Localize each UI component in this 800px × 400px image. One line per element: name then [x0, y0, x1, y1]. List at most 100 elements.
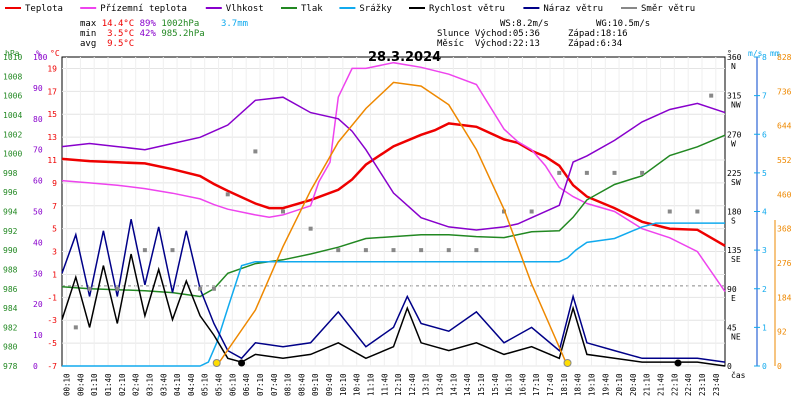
pct-tick-label: 90	[33, 84, 43, 93]
pct-tick-label: 10	[33, 331, 43, 340]
dir-tick-label: SE	[731, 255, 741, 264]
pct-tick-label: 60	[33, 177, 43, 186]
time-tick-label: 21:10	[643, 373, 652, 396]
c-tick-label: 1	[52, 270, 57, 279]
legend-label: Přízemní teplota	[100, 4, 187, 14]
wind-direction-point	[446, 248, 451, 253]
deg-tick-label: 45	[727, 323, 737, 332]
c-unit-label: °C	[50, 49, 60, 58]
time-tick-label: 00:40	[76, 373, 85, 396]
wm-tick-label: 552	[777, 156, 792, 165]
wm-tick-label: 276	[777, 259, 792, 268]
wind-direction-point	[170, 248, 175, 253]
info-moon-set: Západ:6:34	[568, 39, 623, 49]
pct-tick-label: 20	[33, 300, 43, 309]
info-moon-rise: Měsíc Východ:22:13	[437, 39, 540, 49]
stats-avg: avg 9.5°C	[80, 39, 134, 49]
legend-label: Vlhkost	[226, 4, 264, 14]
time-tick-label: 08:40	[297, 373, 306, 396]
wm-tick-label: 736	[777, 87, 792, 96]
time-tick-label: 09:10	[311, 373, 320, 396]
wm-tick-label: 184	[777, 293, 792, 302]
wind-direction-point	[363, 248, 368, 253]
series-line	[61, 219, 726, 363]
wind-direction-point	[308, 226, 313, 231]
plot-area	[61, 56, 726, 367]
legend-label: Rychlost větru	[429, 4, 505, 14]
time-tick-label: 12:10	[394, 373, 403, 396]
c-tick-label: 5	[52, 225, 57, 234]
legend-label: Náraz větru	[543, 4, 603, 14]
series-line	[62, 222, 725, 367]
hpa-tick-label: 992	[3, 227, 18, 236]
time-tick-label: 07:40	[270, 373, 279, 396]
time-tick-label: 22:40	[684, 373, 693, 396]
wind-direction-point	[253, 149, 258, 154]
stats-min-label: min	[80, 29, 97, 39]
pct-tick-label: 30	[33, 269, 43, 278]
stats-max-rain: 3.7mm	[220, 19, 249, 29]
stats-avg-label: avg	[80, 39, 97, 49]
time-tick-label: 14:10	[449, 373, 458, 396]
time-tick-label: 16:10	[505, 373, 514, 396]
time-tick-label: 02:40	[132, 373, 141, 396]
time-tick-label: 01:10	[90, 373, 99, 396]
wind-direction-point	[142, 248, 147, 253]
wind-direction-point	[87, 286, 92, 291]
hpa-tick-label: 1008	[3, 72, 22, 81]
time-tick-label: 15:10	[477, 373, 486, 396]
deg-tick-label: 135	[727, 246, 742, 255]
ms-tick-label: 6	[762, 130, 767, 139]
hpa-unit-label: hPa	[5, 49, 20, 58]
c-tick-label: 3	[52, 248, 57, 257]
c-tick-label: -3	[47, 316, 57, 325]
pct-unit-label: %	[36, 49, 41, 58]
deg-tick-label: 180	[727, 208, 742, 217]
ms-tick-label: 4	[762, 208, 767, 217]
time-tick-label: 13:10	[422, 373, 431, 396]
deg-tick-label: 315	[727, 92, 742, 101]
c-tick-label: 9	[52, 179, 57, 188]
wm-tick-label: 0	[777, 362, 782, 371]
c-tick-label: 13	[47, 133, 57, 142]
time-tick-label: 05:40	[215, 373, 224, 396]
c-tick-label: -5	[47, 339, 57, 348]
pct-tick-label: 40	[33, 238, 43, 247]
wind-direction-point	[584, 170, 589, 175]
time-tick-label: 03:40	[159, 373, 168, 396]
c-tick-label: 11	[47, 156, 57, 165]
stats-min-press: 985.2hPa	[161, 29, 205, 39]
hpa-tick-label: 980	[3, 343, 18, 352]
time-tick-label: 13:40	[436, 373, 445, 396]
stats-max-hum: 89%	[139, 19, 156, 29]
info-ws: WS:8.2m/s	[500, 19, 549, 29]
hpa-tick-label: 1004	[3, 111, 22, 120]
time-tick-label: 12:40	[408, 373, 417, 396]
time-tick-label: 08:10	[284, 373, 293, 396]
stats-min-hum: 42%	[139, 29, 156, 39]
pct-tick-label: 80	[33, 115, 43, 124]
time-tick-label: 14:40	[463, 373, 472, 396]
wind-direction-point	[115, 286, 120, 291]
c-tick-label: -7	[47, 362, 57, 371]
moon-marker	[238, 359, 246, 367]
time-tick-label: 10:10	[339, 373, 348, 396]
hpa-tick-label: 990	[3, 246, 18, 255]
c-tick-label: 15	[47, 110, 57, 119]
wind-direction-point	[419, 248, 424, 253]
wind-direction-point	[667, 209, 672, 214]
hpa-tick-label: 998	[3, 169, 18, 178]
ms-unit-label: m/s	[748, 49, 763, 58]
time-tick-label: 22:10	[670, 373, 679, 396]
dir-tick-label: E	[731, 294, 736, 303]
wm-tick-label: 368	[777, 225, 792, 234]
series-line	[61, 253, 726, 367]
series-line	[216, 81, 569, 367]
dir-tick-label: NW	[731, 101, 741, 110]
hpa-tick-label: 978	[3, 362, 18, 371]
legend-label: Srážky	[359, 4, 392, 14]
time-tick-label: 17:10	[532, 373, 541, 396]
dir-tick-label: S	[731, 217, 736, 226]
deg-tick-label: 225	[727, 169, 742, 178]
